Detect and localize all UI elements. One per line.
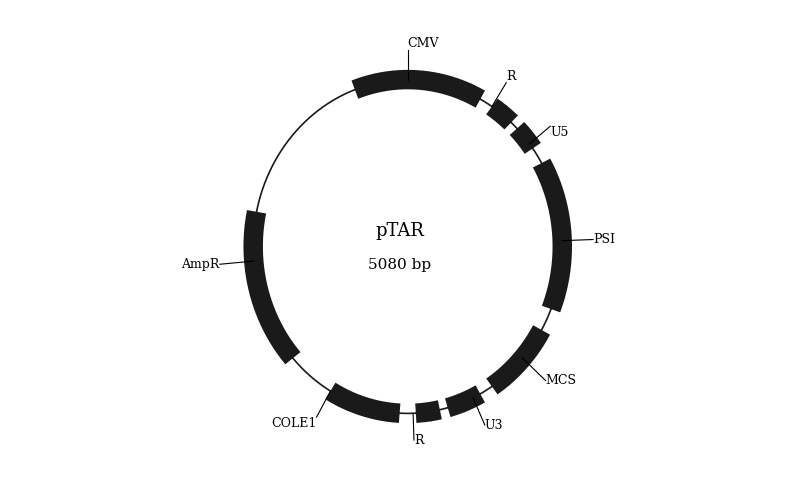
- Polygon shape: [492, 371, 510, 387]
- Text: 5080 bp: 5080 bp: [369, 258, 431, 272]
- Text: U5: U5: [550, 126, 569, 139]
- Text: PSI: PSI: [593, 233, 615, 246]
- Polygon shape: [416, 404, 432, 421]
- Polygon shape: [494, 106, 511, 122]
- Text: MCS: MCS: [546, 374, 577, 387]
- Text: R: R: [414, 433, 423, 447]
- Text: AmpR: AmpR: [182, 258, 220, 271]
- Polygon shape: [246, 212, 262, 229]
- Polygon shape: [330, 391, 348, 406]
- Polygon shape: [462, 84, 480, 99]
- Polygon shape: [549, 291, 565, 309]
- Text: pTAR: pTAR: [375, 222, 425, 240]
- Text: CMV: CMV: [408, 36, 439, 49]
- Polygon shape: [517, 131, 533, 148]
- Text: COLE1: COLE1: [271, 417, 317, 430]
- Text: R: R: [506, 70, 516, 83]
- Polygon shape: [448, 395, 465, 412]
- Text: U3: U3: [485, 419, 503, 431]
